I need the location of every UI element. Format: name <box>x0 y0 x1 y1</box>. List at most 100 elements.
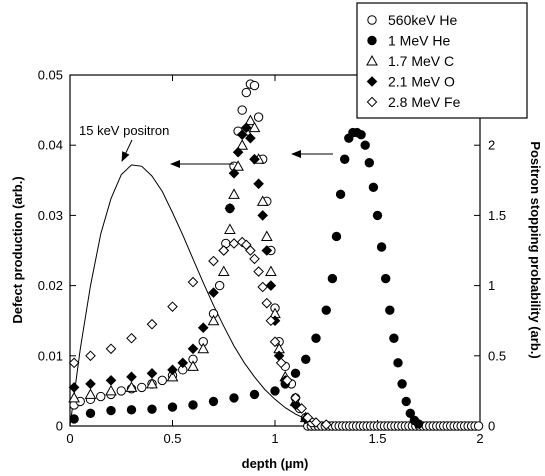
data-point <box>224 203 236 214</box>
data-point <box>397 379 407 389</box>
data-point <box>236 129 248 140</box>
data-point <box>167 301 178 312</box>
series-2 <box>68 114 312 423</box>
data-point <box>253 112 264 122</box>
data-point <box>331 231 342 242</box>
positron-stopping-curve <box>69 164 347 427</box>
data-point <box>320 419 332 430</box>
data-point <box>327 273 338 284</box>
data-point <box>207 314 220 326</box>
legend-marker <box>366 96 378 108</box>
data-point <box>167 364 178 376</box>
y-tick-label: 0.04 <box>38 138 63 153</box>
positron-annotation-arrow <box>121 139 133 162</box>
data-point <box>68 382 80 393</box>
legend: 560keV He 1 MeV He 1.7 MeV C 2.1 MeV O 2.8 M… <box>356 2 528 119</box>
data-point <box>281 375 293 386</box>
data-point <box>187 276 199 288</box>
data-point <box>105 375 117 386</box>
data-point <box>157 375 167 386</box>
data-point <box>249 153 260 165</box>
series-layer <box>68 79 424 430</box>
x-axis-label: depth (µm) <box>242 456 309 471</box>
y2-tick-label: 0 <box>488 419 495 434</box>
data-point <box>413 419 424 429</box>
data-point <box>372 210 383 221</box>
y-axis-right: 00.511.522.5 <box>474 68 506 434</box>
data-point <box>208 255 219 267</box>
data-point <box>208 396 219 407</box>
data-point <box>265 315 277 327</box>
data-point <box>188 400 198 410</box>
data-point <box>197 342 210 354</box>
data-point <box>147 404 157 414</box>
legend-marker <box>366 54 378 66</box>
data-point <box>269 336 281 348</box>
data-point <box>85 378 96 390</box>
data-point <box>224 223 236 234</box>
data-point <box>208 287 219 298</box>
data-point <box>232 146 244 158</box>
data-point <box>84 388 97 399</box>
y-tick-label: 0.01 <box>38 348 63 363</box>
data-point <box>364 158 374 168</box>
y2-tick-label: 0.5 <box>488 348 506 363</box>
data-point <box>241 87 252 98</box>
data-point <box>265 265 277 277</box>
data-point <box>69 414 79 424</box>
data-point <box>126 371 137 383</box>
data-point <box>125 381 138 392</box>
data-point <box>381 273 391 284</box>
data-point <box>405 408 415 419</box>
legend-marker <box>366 76 378 87</box>
data-point <box>137 382 147 393</box>
data-point <box>217 265 230 277</box>
data-point <box>237 105 247 115</box>
data-point <box>401 396 411 407</box>
data-point <box>228 188 240 199</box>
data-point <box>232 160 244 171</box>
baseline-points <box>303 421 484 431</box>
data-point <box>228 238 240 249</box>
data-point <box>296 403 307 414</box>
data-point <box>356 129 366 140</box>
positron-annotation-label: 15 keV positron <box>79 123 169 138</box>
x-tick-label: 1.5 <box>368 431 386 446</box>
data-point <box>68 391 80 403</box>
data-point <box>270 386 280 396</box>
data-point <box>257 210 269 221</box>
data-point <box>257 281 269 293</box>
y-tick-label: 0.02 <box>38 278 63 293</box>
y-tick-label: 0.03 <box>38 208 63 223</box>
x-tick-label: 1 <box>271 431 278 446</box>
data-point <box>106 405 116 416</box>
data-point <box>265 280 277 291</box>
data-point <box>256 195 269 206</box>
legend-box <box>356 2 528 119</box>
data-point <box>105 343 117 355</box>
positron-curve-layer <box>69 164 347 427</box>
data-point <box>275 357 287 369</box>
data-point <box>214 280 225 291</box>
data-point <box>301 354 311 365</box>
series-3 <box>68 122 312 425</box>
legend-label: 2.1 MeV O <box>388 74 455 90</box>
data-point <box>187 343 199 355</box>
y2-tick-label: 2 <box>488 138 495 153</box>
data-point <box>376 242 387 252</box>
data-point <box>385 305 395 315</box>
data-point <box>389 333 399 343</box>
data-point <box>68 357 80 369</box>
data-point <box>310 417 322 428</box>
data-point <box>177 357 189 369</box>
data-point <box>249 80 260 91</box>
data-point <box>249 389 260 400</box>
data-point <box>166 370 179 382</box>
data-point <box>335 189 346 200</box>
data-point <box>187 360 199 371</box>
data-point <box>245 245 256 256</box>
data-point <box>302 412 314 423</box>
data-point <box>197 322 209 334</box>
data-point <box>105 384 117 396</box>
